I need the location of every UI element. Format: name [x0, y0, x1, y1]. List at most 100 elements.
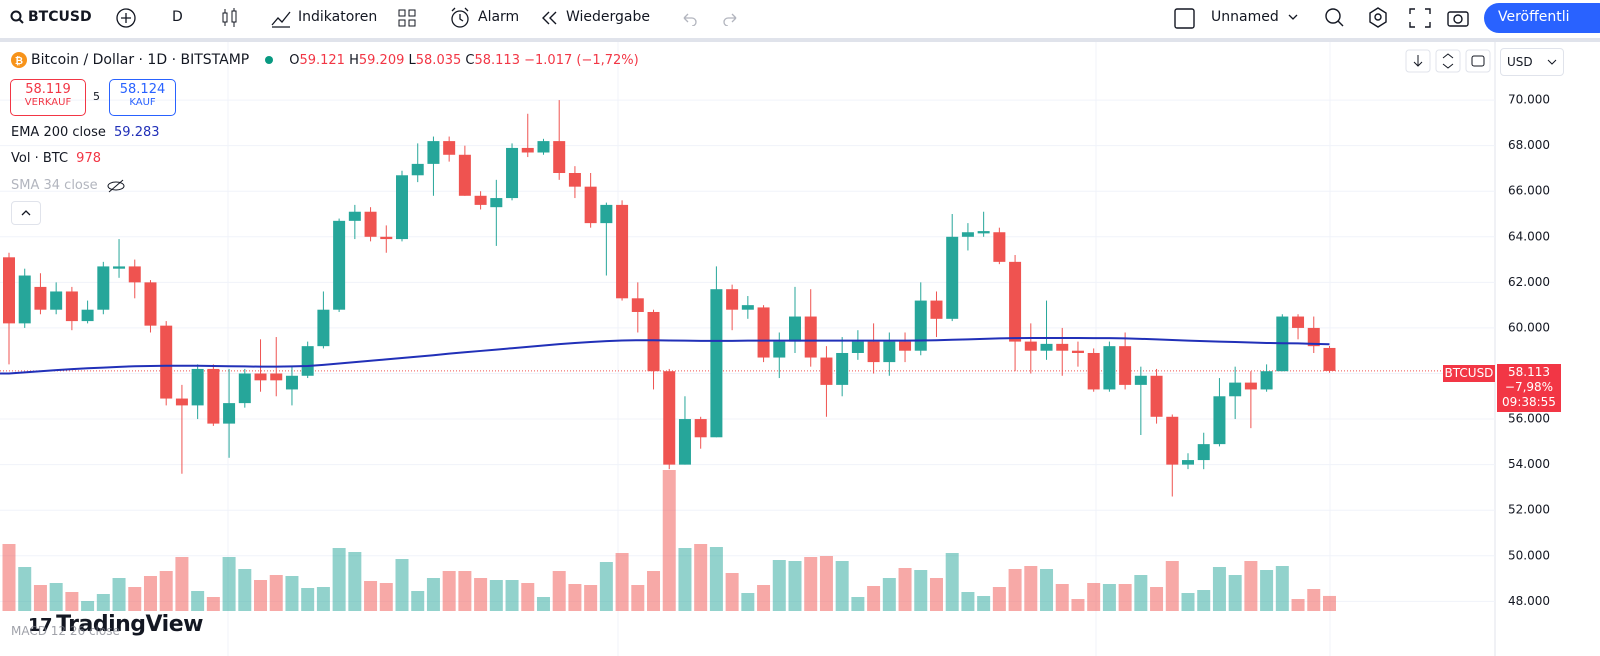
candle-body: [1307, 327, 1320, 347]
legend-line: ₿ Bitcoin / Dollar · 1D · BITSTAMP O59.1…: [11, 52, 639, 68]
candle-body: [1009, 261, 1022, 342]
candle-body: [81, 309, 94, 322]
replay-button[interactable]: Wiedergabe: [566, 9, 651, 25]
candle-body: [97, 266, 110, 310]
volume-bar: [929, 578, 943, 611]
volume-bar: [961, 592, 975, 611]
collapse-button[interactable]: [11, 201, 41, 225]
candle-body: [380, 236, 393, 240]
volume-bar: [945, 553, 959, 611]
candle-body: [946, 236, 959, 319]
layout-name[interactable]: Unnamed: [1211, 9, 1279, 25]
volume-bar: [1165, 561, 1179, 611]
l-label: L: [408, 52, 416, 68]
y-tick-label: 62.000: [1508, 275, 1550, 289]
candle-body: [474, 195, 487, 205]
candle-body: [553, 141, 566, 174]
volume-bar: [898, 568, 912, 611]
price-tag: 58.113 −7,98% 09:38:55: [1497, 364, 1561, 412]
volume-bar: [474, 578, 488, 611]
volume-bar: [18, 567, 32, 611]
currency-select[interactable]: USD: [1500, 48, 1564, 76]
candle-body: [1119, 346, 1132, 385]
candle-body: [333, 220, 346, 310]
right-icons[interactable]: [1322, 6, 1502, 30]
candle-body: [317, 309, 330, 347]
candle-icon[interactable]: [220, 7, 240, 29]
volume-bar: [599, 562, 613, 611]
candle-body: [820, 357, 833, 385]
candle-body: [631, 298, 644, 312]
volume-bar: [1087, 583, 1101, 611]
layout-icon[interactable]: [1173, 7, 1197, 31]
search-icon: [10, 10, 24, 24]
volume-bar: [254, 580, 268, 611]
volume-bar: [112, 578, 126, 611]
volume-bar: [1150, 587, 1164, 611]
volume-bar: [81, 601, 95, 611]
volume-bar: [914, 570, 928, 611]
templates-icon[interactable]: [397, 8, 417, 28]
volume-bar: [1228, 575, 1242, 611]
volume-bar: [2, 544, 16, 611]
tag-price: 58.113: [1508, 365, 1550, 379]
volume-bar: [584, 585, 598, 611]
candle-body: [1213, 396, 1226, 445]
hidden-icon[interactable]: [106, 179, 126, 193]
interval[interactable]: D: [172, 9, 183, 25]
logo[interactable]: 17 TradingView: [28, 612, 203, 637]
volume-bar: [1008, 569, 1022, 611]
volume-bar: [788, 561, 802, 611]
candle-body: [1166, 416, 1179, 465]
candle-body: [1260, 371, 1273, 390]
replay-icon[interactable]: [540, 10, 560, 26]
indicators-button[interactable]: Indikatoren: [298, 9, 378, 25]
buy-button[interactable]: 58.124 KAUF: [109, 79, 176, 116]
candle-body: [1292, 316, 1305, 328]
ema-line: [0, 336, 1330, 375]
candle-body: [1024, 341, 1037, 351]
candle-body: [364, 211, 377, 237]
alarm-icon[interactable]: [448, 6, 472, 30]
sell-price: 58.119: [25, 82, 71, 97]
dropdown-icon[interactable]: [1288, 13, 1298, 21]
sell-button[interactable]: 58.119 VERKAUF: [10, 79, 86, 116]
candle-body: [443, 141, 456, 155]
volume-bar: [316, 587, 330, 611]
candle-body: [1087, 352, 1100, 390]
volume-bar: [741, 593, 755, 611]
symbol[interactable]: BTCUSD: [28, 9, 92, 25]
candle-body: [1056, 343, 1069, 351]
volume-bar: [285, 576, 299, 611]
publish-button[interactable]: Veröffentli: [1484, 3, 1600, 33]
volume-bar: [662, 470, 676, 611]
y-tick-label: 48.000: [1508, 594, 1550, 608]
y-tick-label: 64.000: [1508, 229, 1550, 243]
volume-bar: [804, 557, 818, 611]
candle-body: [961, 232, 974, 237]
candle-body: [490, 198, 503, 208]
pane-buttons[interactable]: [1405, 49, 1495, 73]
sma-name: SMA 34 close: [11, 178, 98, 193]
candle-body: [458, 154, 471, 196]
change: −1.017 (−1,72%): [524, 52, 639, 68]
indicator-icon[interactable]: [270, 7, 292, 29]
candle-body: [65, 291, 78, 322]
volume-bar: [536, 597, 550, 611]
publish-label: Veröffentli: [1498, 9, 1570, 25]
currency: USD: [1507, 55, 1533, 69]
alarm-button[interactable]: Alarm: [478, 9, 520, 25]
candle-body: [584, 186, 597, 224]
undo-redo[interactable]: [680, 10, 740, 26]
o-label: O: [289, 52, 300, 68]
add-icon[interactable]: [115, 7, 137, 29]
y-tick-label: 66.000: [1508, 184, 1550, 198]
volume-bar: [992, 587, 1006, 611]
volume-bar: [757, 585, 771, 611]
candle-body: [3, 257, 15, 324]
logo-text: TradingView: [56, 612, 203, 637]
volume-bar: [631, 585, 645, 611]
sma-legend: SMA 34 close: [11, 178, 126, 193]
